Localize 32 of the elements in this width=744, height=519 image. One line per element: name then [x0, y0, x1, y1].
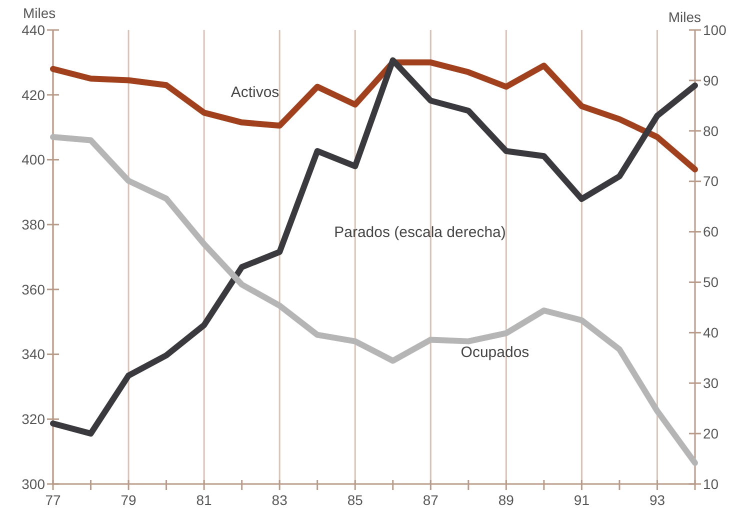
x-tick-label: 81 [196, 492, 212, 508]
y-tick-label: 300 [22, 476, 46, 492]
x-tick-label: 87 [422, 492, 439, 508]
series-label: Ocupados [460, 344, 530, 361]
y2-tick-label: 20 [703, 425, 719, 442]
y-tick-label: 440 [22, 22, 46, 38]
y2-tick-label: 70 [703, 173, 719, 190]
y2-tick-label: 30 [703, 375, 719, 392]
y-axis-title: Miles [23, 5, 56, 21]
x-tick-label: 85 [347, 492, 364, 508]
series-label: Activos [230, 84, 280, 101]
y-tick-label: 380 [22, 216, 46, 232]
y-tick-label: 360 [22, 281, 46, 298]
y2-tick-label: 50 [703, 274, 719, 290]
x-tick-label: 91 [574, 492, 590, 508]
y2-axis-title: Miles [668, 9, 701, 25]
x-tick-label: 83 [272, 492, 288, 508]
y-tick-label: 340 [22, 346, 46, 362]
y2-tick-label: 90 [703, 72, 719, 88]
x-tick-label: 77 [45, 492, 61, 508]
y2-tick-label: 80 [703, 122, 719, 139]
y2-tick-label: 60 [703, 224, 719, 240]
y2-tick-label: 10 [703, 476, 719, 492]
y2-tick-label: 40 [703, 324, 719, 341]
y-tick-label: 420 [22, 86, 46, 103]
text: Parados (escala derecha) [334, 224, 506, 241]
x-tick-label: 79 [120, 492, 137, 508]
x-tick-label: 89 [498, 492, 514, 508]
y-tick-label: 320 [22, 411, 46, 428]
y2-tick-label: 100 [703, 22, 727, 38]
x-tick-label: 93 [649, 492, 666, 508]
y-tick-label: 400 [22, 152, 46, 168]
